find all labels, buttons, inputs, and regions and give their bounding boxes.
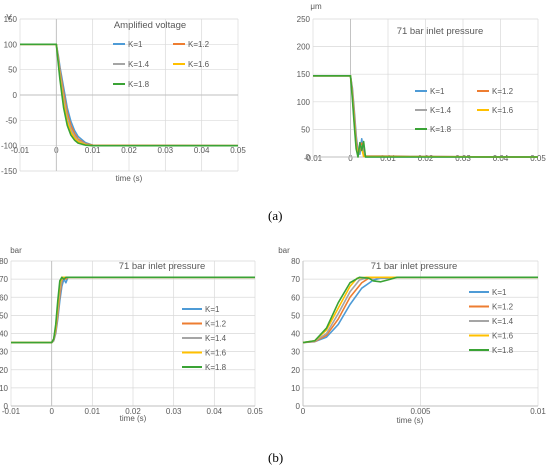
- x-tick-label: 0.02: [121, 146, 137, 155]
- x-tick-label: 0.01: [380, 154, 396, 163]
- x-tick-label: 0.05: [530, 154, 546, 163]
- y-tick-label: 200: [297, 43, 311, 52]
- series-line-K-1-8: [302, 276, 538, 344]
- y-tick-label: 30: [291, 348, 300, 357]
- legend-label-K-1-6: K=1.6: [205, 349, 227, 358]
- legend-label-K-1-2: K=1.2: [492, 303, 514, 312]
- x-tick-label: 0.05: [247, 407, 263, 416]
- panel-label-a: (a): [268, 208, 283, 223]
- x-tick-label: 0.04: [493, 154, 509, 163]
- panel-label-b: (b): [268, 450, 284, 465]
- x-axis-title: time (s): [397, 416, 424, 425]
- x-axis-title: time (s): [116, 174, 143, 183]
- legend-label-K-1-4: K=1.4: [205, 334, 227, 343]
- legend-label-K-1: K=1: [128, 40, 143, 49]
- y-axis-unit-label: μm: [310, 2, 322, 11]
- legend-label-K-1: K=1: [492, 288, 507, 297]
- chart-title: 71 bar inlet pressure: [397, 26, 484, 37]
- x-tick-label: 0.03: [166, 407, 182, 416]
- legend-label-K-1-8: K=1.8: [430, 125, 452, 134]
- chart-title: 71 bar inlet pressure: [119, 261, 206, 272]
- legend-label-K-1-6: K=1.6: [188, 60, 210, 69]
- legend-label-K-1: K=1: [205, 305, 220, 314]
- y-tick-label: 250: [297, 15, 311, 24]
- y-tick-label: 100: [297, 98, 311, 107]
- x-tick-label: 0: [49, 407, 54, 416]
- y-axis-unit-label: bar: [10, 246, 22, 255]
- x-tick-label: 0: [301, 407, 306, 416]
- chart-title: 71 bar inlet pressure: [371, 261, 458, 272]
- legend-label-K-1: K=1: [430, 87, 445, 96]
- legend-label-K-1-2: K=1.2: [205, 320, 227, 329]
- y-tick-label: -50: [5, 116, 17, 125]
- y-tick-label: 70: [291, 275, 300, 284]
- y-tick-label: 150: [297, 70, 311, 79]
- y-tick-label: 0: [4, 402, 9, 411]
- x-tick-label: 0.005: [410, 407, 431, 416]
- legend-label-K-1-8: K=1.8: [128, 80, 150, 89]
- y-tick-label: -100: [1, 142, 18, 151]
- y-tick-label: 40: [291, 330, 300, 339]
- y-axis-unit-label: bar: [278, 246, 290, 255]
- chart-title: Amplified voltage: [114, 20, 186, 31]
- y-tick-label: 0: [13, 91, 18, 100]
- x-tick-label: 0.02: [418, 154, 434, 163]
- chart-amplified-voltage: -150-100-50050100150-0.0100.010.020.030.…: [1, 13, 246, 183]
- legend-label-K-1-8: K=1.8: [492, 346, 514, 355]
- legend-label-K-1-4: K=1.4: [128, 60, 150, 69]
- x-axis-title: time (s): [120, 414, 147, 423]
- y-tick-label: 0: [296, 402, 301, 411]
- legend-label-K-1-8: K=1.8: [205, 363, 227, 372]
- y-tick-label: 40: [0, 330, 9, 339]
- x-tick-label: 0.04: [194, 146, 210, 155]
- y-tick-label: 30: [0, 348, 9, 357]
- legend-label-K-1-6: K=1.6: [492, 332, 514, 341]
- y-tick-label: 150: [4, 15, 18, 24]
- x-tick-label: -0.01: [11, 146, 30, 155]
- y-tick-label: 80: [291, 257, 300, 266]
- legend-label-K-1-4: K=1.4: [492, 317, 514, 326]
- y-tick-label: 60: [291, 293, 300, 302]
- series-line-K-1-8: [313, 75, 538, 158]
- legend-label-K-1-2: K=1.2: [492, 87, 514, 96]
- y-tick-label: 20: [291, 366, 300, 375]
- chart-inlet-pressure-zoom: 0 10 20 30 40 50 60 70 80 0 0.005 0.01 71 bar inlet …: [278, 246, 546, 425]
- y-tick-label: 50: [0, 311, 9, 320]
- x-tick-label: 0.03: [455, 154, 471, 163]
- y-tick-label: 50: [301, 125, 310, 134]
- x-tick-label: 0.05: [230, 146, 246, 155]
- series-line-K-1-8: [20, 43, 238, 147]
- y-tick-label: 10: [291, 384, 300, 393]
- y-tick-label: 80: [0, 257, 9, 266]
- x-tick-label: 0.03: [158, 146, 174, 155]
- x-tick-label: 0: [348, 154, 353, 163]
- y-tick-label: 50: [8, 66, 17, 75]
- y-tick-label: 10: [0, 384, 9, 393]
- legend-label-K-1-2: K=1.2: [188, 40, 210, 49]
- x-tick-label: 0.01: [530, 407, 546, 416]
- x-tick-label: -0.01: [304, 154, 323, 163]
- y-tick-label: 100: [4, 40, 18, 49]
- y-tick-label: 60: [0, 293, 9, 302]
- y-tick-label: 20: [0, 366, 9, 375]
- y-tick-label: 50: [291, 311, 300, 320]
- x-tick-label: 0.01: [85, 407, 101, 416]
- y-tick-label: 70: [0, 275, 9, 284]
- series-line-K-1-8: [11, 276, 255, 344]
- legend-label-K-1-4: K=1.4: [430, 106, 452, 115]
- y-tick-label: 0: [306, 153, 311, 162]
- x-tick-label: 0.04: [207, 407, 223, 416]
- y-tick-label: -150: [1, 167, 18, 176]
- x-tick-label: -0.01: [2, 407, 21, 416]
- x-tick-label: 0.01: [85, 146, 101, 155]
- y-axis-unit-label: V: [6, 13, 12, 22]
- x-tick-label: 0.02: [125, 407, 141, 416]
- legend-label-K-1-6: K=1.6: [492, 106, 514, 115]
